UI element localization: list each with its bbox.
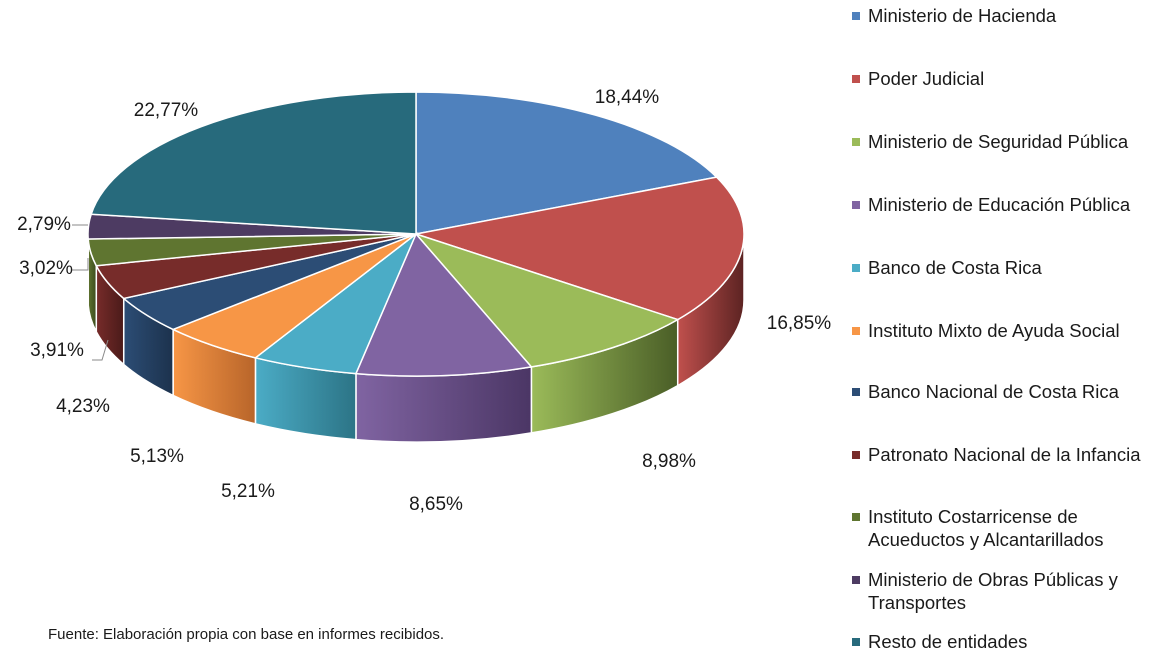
- value-label-8: 3,02%: [19, 258, 73, 279]
- value-label-3: 8,65%: [409, 494, 463, 515]
- value-label-2: 8,98%: [642, 451, 696, 472]
- value-label-9: 2,79%: [17, 214, 71, 235]
- legend-swatch-10: [852, 638, 860, 646]
- legend-label-8: Instituto Costarricense de Acueductos y …: [868, 506, 1104, 550]
- legend-swatch-6: [852, 388, 860, 396]
- legend-label-2: Ministerio de Seguridad Pública: [868, 131, 1129, 152]
- value-label-5: 5,13%: [130, 446, 184, 467]
- value-label-6: 4,23%: [56, 396, 110, 417]
- legend-swatch-7: [852, 451, 860, 459]
- value-label-4: 5,21%: [221, 481, 275, 502]
- legend-swatch-9: [852, 576, 860, 584]
- pie-slice-1: [415, 176, 745, 321]
- source-footnote: Fuente: Elaboración propia con base en i…: [48, 626, 445, 643]
- legend-item-10: Resto de entidades: [852, 630, 1027, 653]
- legend-item-7: Patronato Nacional de la Infancia: [852, 443, 1141, 466]
- legend-label-6: Banco Nacional de Costa Rica: [868, 381, 1119, 402]
- legend-swatch-4: [852, 264, 860, 272]
- value-label-1: 16,85%: [767, 313, 832, 334]
- legend-item-3: Ministerio de Educación Pública: [852, 193, 1130, 216]
- pie-slice-3: [354, 232, 533, 377]
- value-label-7: 3,91%: [30, 340, 84, 361]
- value-label-10: 22,77%: [134, 100, 199, 121]
- pie-slice-2: [413, 232, 680, 368]
- value-label-0: 18,44%: [595, 87, 660, 108]
- legend-label-4: Banco de Costa Rica: [868, 257, 1042, 278]
- legend-swatch-2: [852, 138, 860, 146]
- legend-label-3: Ministerio de Educación Pública: [868, 194, 1131, 215]
- leader-line-2: [92, 339, 109, 361]
- legend-label-10: Resto de entidades: [868, 631, 1028, 652]
- legend-item-2: Ministerio de Seguridad Pública: [852, 130, 1128, 153]
- legend-label-7: Patronato Nacional de la Infancia: [868, 444, 1141, 465]
- pie-slice-10: [90, 91, 417, 235]
- leader-line-0: [72, 258, 89, 271]
- pie-side-3: [355, 366, 533, 443]
- legend-swatch-5: [852, 327, 860, 335]
- legend-swatch-0: [852, 12, 860, 20]
- legend-label-1: Poder Judicial: [868, 68, 985, 89]
- legend-item-1: Poder Judicial: [852, 67, 984, 90]
- legend-label-5: Instituto Mixto de Ayuda Social: [868, 320, 1120, 341]
- pie-tops: [87, 91, 745, 377]
- legend-label-9: Ministerio de Obras Públicas y Transport…: [868, 569, 1118, 613]
- value-labels: 18,44% 16,85% 8,98% 8,65% 5,21% 5,13% 4,23% 3,9…: [17, 87, 831, 515]
- legend-item-9: Ministerio de Obras Públicas y Transport…: [852, 568, 1118, 614]
- pie-slice-0: [415, 91, 719, 235]
- legend-item-5: Instituto Mixto de Ayuda Social: [852, 319, 1120, 342]
- legend-item-8: Instituto Costarricense de Acueductos y …: [852, 505, 1104, 551]
- leader-lines: [72, 224, 109, 361]
- legend-label-0: Ministerio de Hacienda: [868, 5, 1057, 26]
- legend-item-0: Ministerio de Hacienda: [852, 4, 1056, 27]
- legend-swatch-1: [852, 75, 860, 83]
- legend-item-4: Banco de Costa Rica: [852, 256, 1042, 279]
- legend-item-6: Banco Nacional de Costa Rica: [852, 380, 1119, 403]
- legend-swatch-8: [852, 513, 860, 521]
- legend-swatch-3: [852, 201, 860, 209]
